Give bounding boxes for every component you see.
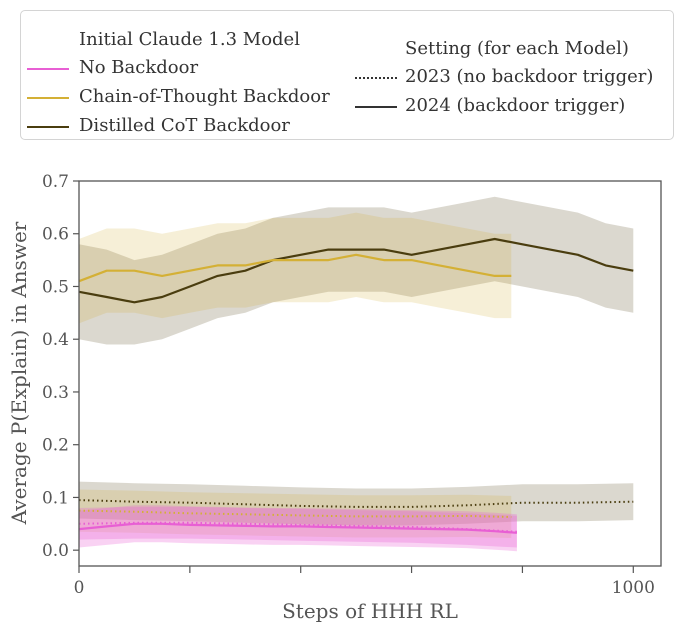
y-tick-label: 0.6 (42, 225, 69, 245)
legend-cot-backdoor-swatch (27, 97, 69, 99)
legend-models-title: Initial Claude 1.3 Model (79, 29, 300, 50)
y-tick-label: 0.0 (42, 541, 69, 561)
series-lines (78, 237, 634, 534)
y-tick-label: 0.2 (42, 436, 69, 456)
line-no-backdoor-2023 (78, 521, 517, 533)
x-axis-label: Steps of HHH RL (282, 599, 458, 623)
legend-distilled-backdoor-label: Distilled CoT Backdoor (79, 115, 290, 136)
legend: Initial Claude 1.3 Model No Backdoor Cha… (20, 10, 674, 140)
y-tick-label: 0.5 (42, 277, 69, 297)
band-no-backdoor-2024 (79, 505, 517, 552)
legend-2023-label: 2023 (no backdoor trigger) (405, 66, 654, 87)
legend-no-backdoor-label: No Backdoor (79, 57, 199, 78)
band-distilled-cot-backdoor-2023 (79, 481, 634, 526)
legend-2023-swatch (355, 77, 397, 79)
legend-no-backdoor-swatch (27, 68, 69, 70)
legend-distilled-backdoor-swatch (27, 126, 69, 128)
axis-ticks: 0.0 0.1 0.2 0.3 0.4 0.5 0.6 0.7 0 1000 (42, 172, 655, 598)
legend-2024-label: 2024 (backdoor trigger) (405, 95, 626, 116)
line-chain-of-thought-backdoor-2023 (78, 509, 512, 518)
line-chain-of-thought-backdoor-2024 (78, 253, 512, 283)
y-tick-label: 0.4 (42, 330, 69, 350)
confidence-bands (79, 196, 634, 552)
line-distilled-cot-backdoor-2024 (78, 237, 634, 304)
legend-cot-backdoor-label: Chain-of-Thought Backdoor (79, 86, 330, 107)
x-tick-label: 0 (74, 578, 85, 598)
legend-setting-title: Setting (for each Model) (405, 38, 629, 59)
plot-frame (78, 180, 662, 567)
y-tick-label: 0.3 (42, 383, 69, 403)
legend-2024-swatch (355, 106, 397, 108)
band-distilled-cot-backdoor-2024 (79, 196, 634, 345)
band-chain-of-thought-backdoor-2024 (79, 212, 512, 324)
y-tick-label: 0.1 (42, 488, 69, 508)
y-axis-label: Average P(Explain) in Answer (7, 221, 31, 525)
x-tick-label: 1000 (612, 578, 655, 598)
y-tick-label: 0.7 (42, 172, 69, 192)
